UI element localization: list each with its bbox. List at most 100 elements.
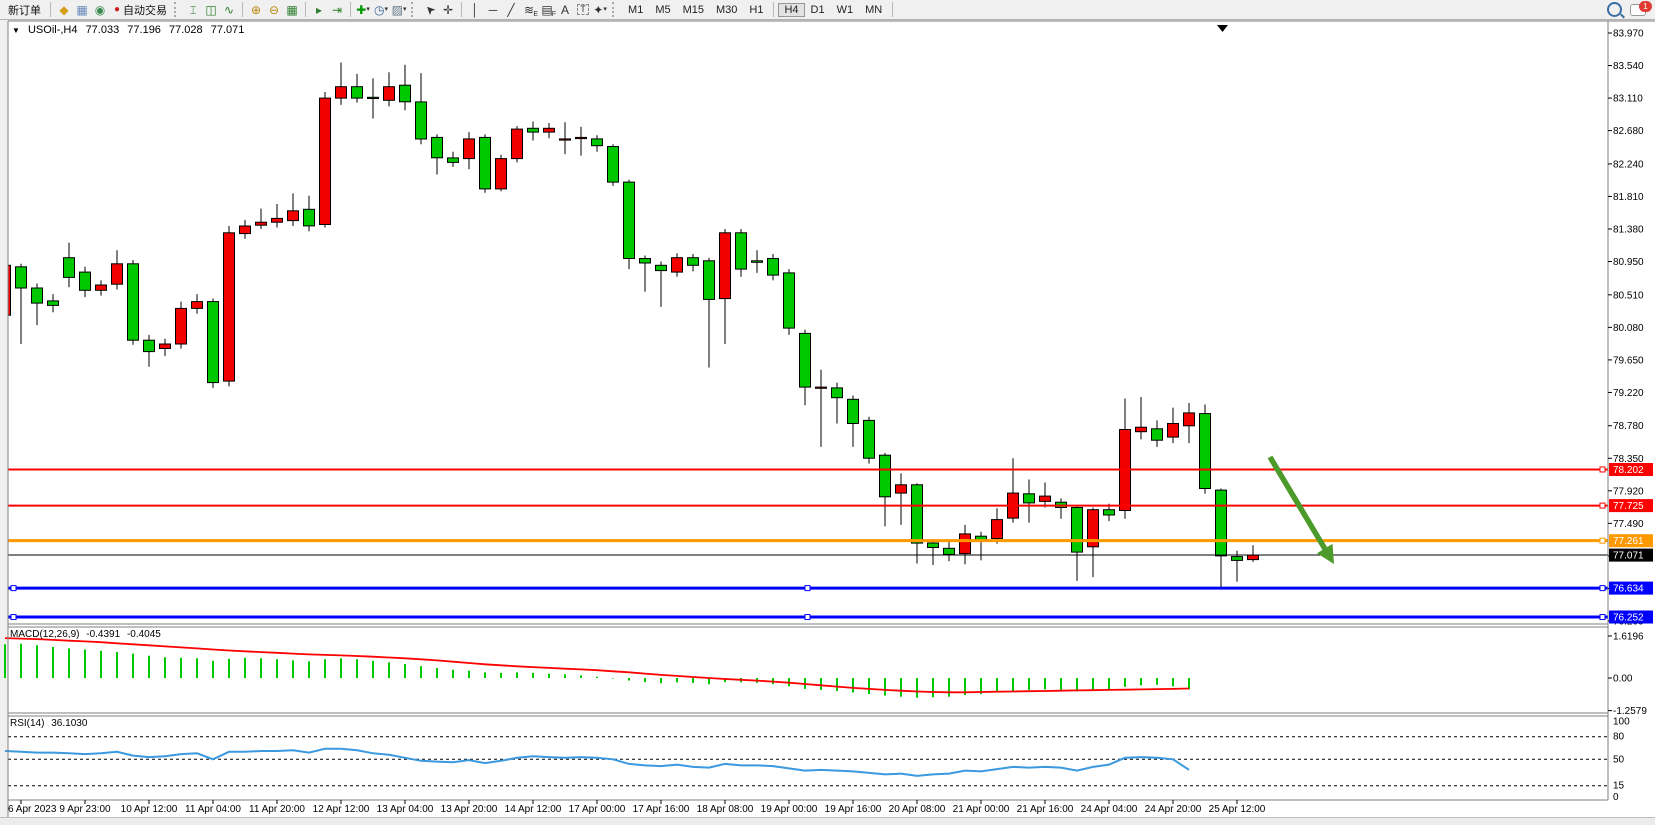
candle <box>447 157 459 163</box>
candle <box>1135 426 1147 433</box>
price-tick-label: 79.220 <box>1613 388 1644 399</box>
chart-window-icon[interactable]: ▦ <box>73 2 91 18</box>
candle <box>735 232 747 270</box>
arrows-icon[interactable]: ✦ ▾ <box>592 2 610 18</box>
fibonacci-icon[interactable]: ▤ F <box>538 2 556 18</box>
line-handle[interactable] <box>804 614 811 621</box>
candle <box>943 547 955 555</box>
auto-trading-button-label: 自动交易 <box>123 4 168 17</box>
macd-signal-value: -0.4045 <box>126 629 161 640</box>
templates-icon[interactable]: ▨ ▾ <box>391 2 409 18</box>
ohlc-high: 77.196 <box>127 24 161 36</box>
vertical-line-icon: │ <box>471 2 479 17</box>
line-handle[interactable] <box>1599 466 1606 473</box>
line-handle[interactable] <box>1599 502 1606 509</box>
price-tick-label: 80.510 <box>1613 290 1644 301</box>
trend-arrow[interactable] <box>1267 455 1330 554</box>
text-label-icon[interactable]: T <box>574 2 592 18</box>
timeframe-h1[interactable]: H1 <box>749 3 764 16</box>
timeframe-w1[interactable]: W1 <box>836 3 854 16</box>
line-handle[interactable] <box>804 585 811 592</box>
cursor-icon: ➤ <box>421 0 439 19</box>
timeframe-mn[interactable]: MN <box>865 3 883 16</box>
price-tick-label: 80.080 <box>1613 323 1644 334</box>
line-handle[interactable] <box>1599 537 1606 544</box>
trend-arrow-head[interactable] <box>1317 543 1334 564</box>
price-tick-label: 79.650 <box>1613 355 1644 366</box>
line-handle[interactable] <box>1599 614 1606 621</box>
auto-scroll-icon[interactable]: ▸ <box>310 2 328 18</box>
chart-shift-icon[interactable]: ⇥ <box>328 2 346 18</box>
candle <box>159 343 171 349</box>
horizontal-line-icon[interactable]: ─ <box>484 2 502 18</box>
bar-chart-icon[interactable]: ⌶ <box>184 2 202 18</box>
line-handle[interactable] <box>10 585 17 592</box>
chart-window-icon: ▦ <box>76 2 88 17</box>
market-watch-icon[interactable]: ◆ <box>55 2 73 18</box>
timeframe-h4[interactable]: H4 <box>778 2 805 17</box>
time-axis-label: 9 Apr 23:00 <box>59 804 111 815</box>
toolbar-grip <box>174 2 179 17</box>
fibonacci-icon-sub: F <box>551 10 557 18</box>
timeframe-d1[interactable]: D1 <box>810 3 825 16</box>
new-order-button[interactable]: 新订单 <box>3 1 46 19</box>
price-tick-label: 77.920 <box>1613 486 1644 497</box>
time-axis-label: 24 Apr 20:00 <box>1145 804 1202 815</box>
line-chart-icon[interactable]: ∿ <box>220 2 238 18</box>
price-flag <box>1609 548 1653 562</box>
horizontal-line-icon: ─ <box>488 2 498 17</box>
price-tick-label: 80.950 <box>1613 257 1644 268</box>
price-flag <box>1609 610 1653 624</box>
chevron-down-icon[interactable]: ▾ <box>402 6 407 13</box>
rsi-tick-label: 50 <box>1613 754 1625 765</box>
line-handle[interactable] <box>10 614 17 621</box>
equidistant-channel-icon[interactable]: ≋ E <box>520 2 538 18</box>
main-toolbar: 新订单 ◆ ▦ ◉ ● 自动交易 ⌶ ◫ ∿ ⊕ ⊖ ▦ ▸ ⇥ ✚ ▾ ◷ ▾ ▨ ▾ ➤ ✛ │ ─ ╱ ≋ E ▤ F A T ✦ ▾ M1… <box>0 0 1655 20</box>
cursor-icon[interactable]: ➤ <box>421 0 439 19</box>
chevron-down-icon[interactable]: ▾ <box>603 6 607 13</box>
line-handle[interactable] <box>1599 585 1606 592</box>
indicators-add-icon[interactable]: ✚ ▾ <box>355 2 373 18</box>
candlestick-chart-icon[interactable]: ◫ <box>202 2 220 18</box>
chevron-down-icon[interactable]: ▾ <box>384 6 389 13</box>
candle <box>863 419 875 459</box>
candle <box>751 260 763 263</box>
candle <box>815 386 827 389</box>
notifications-icon[interactable]: 1 <box>1630 0 1652 16</box>
timeframe-m5[interactable]: M5 <box>655 3 671 16</box>
chart-collapse-icon[interactable]: ▼ <box>12 26 20 35</box>
vertical-line-icon[interactable]: │ <box>466 2 484 18</box>
data-window-icon: ◉ <box>94 2 106 17</box>
periods-icon[interactable]: ◷ ▾ <box>373 2 391 18</box>
text-icon[interactable]: A <box>556 2 574 18</box>
timeframe-m15[interactable]: M15 <box>682 3 705 16</box>
candle <box>1087 509 1099 548</box>
search-icon[interactable] <box>1607 2 1622 17</box>
macd-histogram <box>4 643 1190 698</box>
timeframe-m1[interactable]: M1 <box>628 3 644 16</box>
auto-scroll-icon: ▸ <box>316 2 323 17</box>
time-axis-label: 21 Apr 00:00 <box>953 804 1010 815</box>
zoom-in-icon[interactable]: ⊕ <box>247 2 265 18</box>
macd-value: -0.4391 <box>86 629 121 640</box>
chart-shift-marker[interactable] <box>1217 25 1228 32</box>
candle <box>319 97 331 225</box>
candle <box>1039 495 1051 502</box>
rsi-line <box>4 747 1190 777</box>
trendline-icon: ╱ <box>507 2 515 17</box>
macd-tick-label: 1.6196 <box>1613 632 1644 643</box>
trendline-icon[interactable]: ╱ <box>502 2 520 18</box>
candle <box>95 284 107 291</box>
rsi-tick-label: 100 <box>1613 717 1630 728</box>
equidistant-channel-icon: ≋ <box>524 2 535 17</box>
chart-title: ▼ USOil-,H4 77.033 77.196 77.028 77.071 <box>12 24 249 36</box>
timeframe-m30[interactable]: M30 <box>716 3 738 16</box>
data-window-icon[interactable]: ◉ <box>91 2 109 18</box>
crosshair-icon[interactable]: ✛ <box>439 2 457 18</box>
toolbar-grip <box>612 2 617 17</box>
tile-windows-icon[interactable]: ▦ <box>283 2 301 18</box>
zoom-out-icon[interactable]: ⊖ <box>265 2 283 18</box>
chevron-down-icon[interactable]: ▾ <box>366 6 370 13</box>
auto-trading-button[interactable]: ● 自动交易 <box>109 1 172 19</box>
